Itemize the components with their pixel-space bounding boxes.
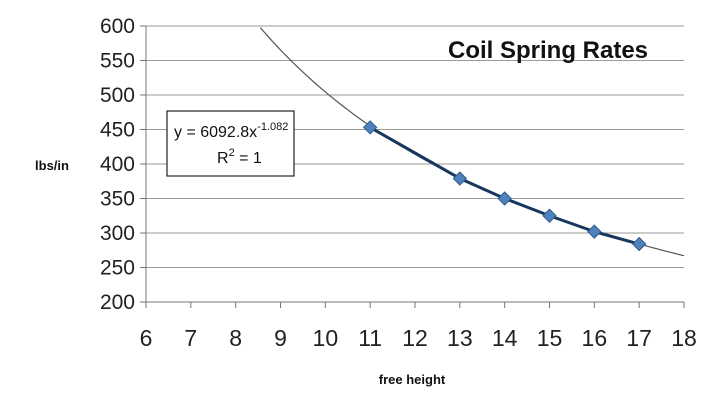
y-tick-label: 450	[100, 119, 135, 142]
data-point	[497, 191, 512, 206]
y-tick-label: 600	[100, 15, 135, 38]
series-line	[369, 126, 640, 246]
y-tick-label: 400	[100, 153, 135, 176]
equation-prefix: y = 6092.8x	[174, 124, 257, 141]
data-point	[631, 236, 647, 252]
x-tick-label: 17	[626, 325, 652, 351]
data-point	[362, 120, 378, 135]
x-tick-label: 16	[582, 325, 608, 351]
x-tick-label: 6	[140, 325, 153, 351]
data-point	[542, 208, 557, 223]
y-tick-label: 550	[100, 50, 135, 73]
x-tick-label: 18	[671, 325, 697, 351]
y-tick-label: 200	[100, 291, 135, 314]
r2-superscript: 2	[229, 147, 235, 159]
r-squared-value: R2 = 1	[217, 147, 262, 167]
x-tick-label: 7	[184, 325, 197, 351]
chart-title: Coil Spring Rates	[448, 37, 648, 64]
trendline-equation: y = 6092.8x-1.082	[174, 121, 288, 141]
axes	[140, 25, 685, 308]
x-tick-label: 12	[402, 325, 428, 351]
y-tick-label: 250	[100, 257, 135, 280]
series-layer	[362, 120, 647, 252]
tick-labels: 200 250 300 350 400 450 500 550 600 6 7 8 9 10 11 12 13 1…	[100, 15, 697, 351]
y-tick-label: 300	[100, 222, 135, 245]
r2-suffix: = 1	[235, 150, 262, 167]
x-tick-label: 14	[492, 325, 518, 351]
r2-prefix: R	[217, 150, 229, 167]
data-point	[452, 171, 468, 186]
trendline-equation-box: y = 6092.8x-1.082 R2 = 1	[166, 110, 295, 177]
y-tick-label: 350	[100, 188, 135, 211]
x-tick-label: 13	[447, 325, 473, 351]
x-axis-label: free height	[379, 372, 446, 387]
data-point	[587, 224, 602, 239]
y-tick-label: 500	[100, 84, 135, 107]
x-tick-label: 8	[229, 325, 242, 351]
x-tick-label: 11	[358, 325, 382, 351]
y-axis-label: lbs/in	[35, 158, 69, 173]
x-tick-label: 10	[313, 325, 339, 351]
equation-exponent: -1.082	[257, 121, 288, 133]
x-tick-label: 15	[537, 325, 563, 351]
x-tick-label: 9	[274, 325, 287, 351]
equation-box-border	[166, 110, 295, 177]
